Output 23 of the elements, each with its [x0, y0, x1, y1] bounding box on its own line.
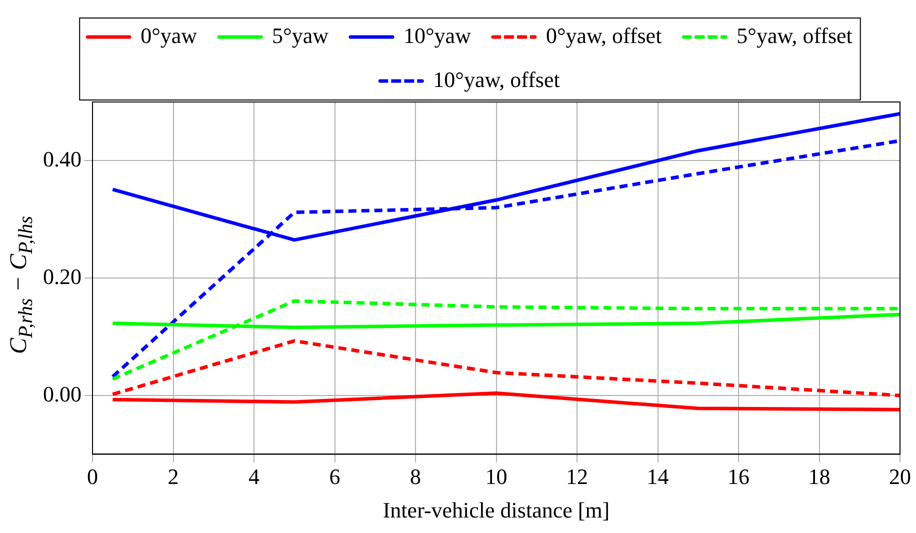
x-axis-title: Inter-vehicle distance [m]	[382, 498, 610, 523]
x-tick-label: 14	[646, 464, 669, 490]
legend-label: 0°yaw, offset	[546, 22, 662, 48]
x-tick-label: 18	[808, 464, 830, 490]
legend-label: 10°yaw	[404, 22, 472, 48]
legend-label: 5°yaw	[272, 22, 329, 48]
x-tick-label: 8	[410, 464, 421, 490]
line-series	[110, 299, 900, 381]
x-tick-label: 16	[728, 464, 750, 490]
x-tick-label: 6	[329, 464, 340, 490]
legend-label: 0°yaw	[140, 22, 198, 48]
x-tick-label: 2	[168, 464, 179, 490]
x-tick-label: 10	[485, 464, 508, 490]
y-tick-label: 0.20	[43, 264, 82, 289]
x-tick-label: 12	[566, 464, 588, 490]
y-tick-label: 0.00	[43, 381, 82, 406]
legend-label: 10°yaw, offset	[433, 66, 560, 92]
legend-label: 5°yaw, offset	[736, 22, 852, 48]
x-tick-label: 0	[87, 464, 98, 490]
x-tick-label: 4	[248, 464, 260, 490]
x-tick-label: 20	[889, 464, 911, 490]
line-series	[110, 339, 900, 398]
y-tick-label: 0.40	[43, 146, 82, 172]
